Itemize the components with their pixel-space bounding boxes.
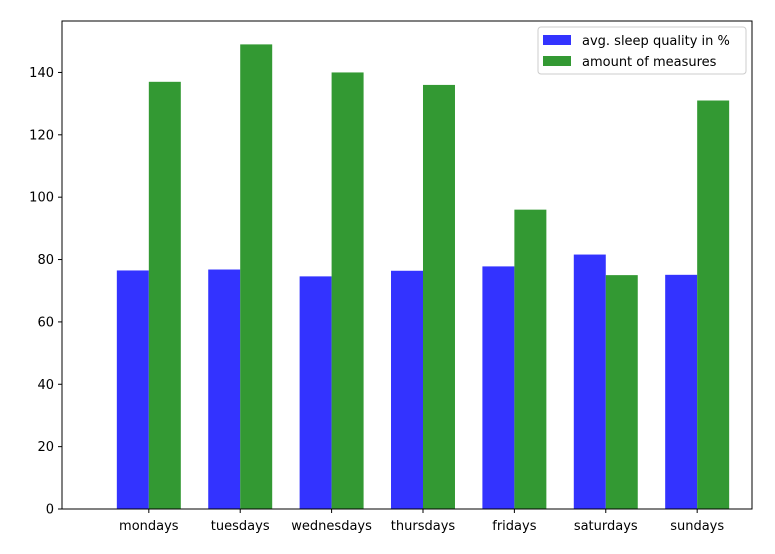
bar-avg-sleep-quality-in-mondays [116,270,149,509]
y-tick-label-60: 60 [37,315,54,330]
x-tick-label-tuesdays: tuesdays [211,519,270,534]
x-tick-label-sundays: sundays [670,519,724,534]
legend-label-sleep-quality: avg. sleep quality in % [582,34,730,49]
legend: avg. sleep quality in % amount of measur… [537,26,747,75]
bar-avg-sleep-quality-in-tuesdays [208,269,241,509]
bar-amount-of-measures-tuesdays [240,44,273,509]
bar-avg-sleep-quality-in-sundays [665,274,698,509]
bar-amount-of-measures-wednesdays [331,72,364,509]
y-tick-label-120: 120 [29,128,54,143]
bar-amount-of-measures-mondays [148,81,181,509]
y-tick-label-20: 20 [37,440,54,455]
bars-group [116,44,730,510]
x-tick-label-thursdays: thursdays [391,519,456,534]
x-axis: mondays tuesdays wednesdays thursdays friday… [119,509,724,534]
bar-avg-sleep-quality-in-saturdays [573,254,606,509]
legend-label-measures: amount of measures [582,55,717,70]
y-axis: 0 20 40 60 80 100 120 140 [29,66,62,518]
bar-amount-of-measures-sundays [697,100,730,509]
plot-frame [61,20,753,510]
x-tick-label-wednesdays: wednesdays [291,519,372,534]
legend-swatch-measures [543,56,571,66]
x-tick-label-saturdays: saturdays [574,519,638,534]
y-tick-label-140: 140 [29,66,54,81]
y-tick-label-0: 0 [46,503,54,518]
bar-amount-of-measures-fridays [514,209,547,509]
legend-swatch-sleep-quality [543,35,571,45]
legend-box [537,26,747,75]
bar-avg-sleep-quality-in-thursdays [391,270,423,509]
bar-amount-of-measures-thursdays [422,84,455,510]
bar-amount-of-measures-saturdays [605,275,638,509]
x-tick-label-fridays: fridays [492,519,536,534]
x-tick-label-mondays: mondays [119,519,179,534]
y-tick-label-40: 40 [37,378,54,393]
bar-avg-sleep-quality-in-fridays [482,266,515,509]
bar-avg-sleep-quality-in-wednesdays [299,276,332,509]
y-tick-label-100: 100 [29,191,54,206]
y-tick-label-80: 80 [37,253,54,268]
